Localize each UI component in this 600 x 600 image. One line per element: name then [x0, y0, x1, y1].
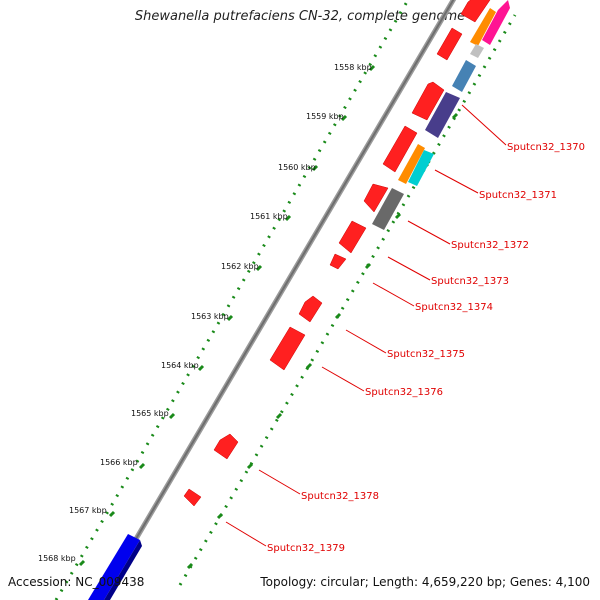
- cds-arrow: [269, 326, 306, 371]
- cds-arrow: [298, 295, 323, 323]
- topology-text: Topology: circular; Length: 4,659,220 bp…: [260, 575, 590, 589]
- cds-arrow: [436, 27, 463, 61]
- gene-label-1374: Sputcn32_1374: [415, 302, 493, 313]
- blue-feature: [88, 534, 140, 600]
- gene-label-1378: Sputcn32_1378: [301, 491, 379, 502]
- colored-features: [372, 0, 510, 230]
- backbone: [99, 0, 455, 600]
- kbp-label: 1561 kbp: [250, 212, 288, 221]
- kbp-label: 1566 kbp: [100, 458, 138, 467]
- kbp-label: 1565 kbp: [131, 409, 169, 418]
- gene-label-1379: Sputcn32_1379: [267, 543, 345, 554]
- gene-label-1375: Sputcn32_1375: [387, 349, 465, 360]
- map-title: Shewanella putrefaciens CN-32, complete …: [134, 9, 466, 24]
- outer-major-ticks: [78, 64, 376, 567]
- kbp-label: 1567 kbp: [69, 506, 107, 515]
- kbp-label: 1563 kbp: [191, 312, 229, 321]
- kbp-label: 1562 kbp: [221, 262, 259, 271]
- inner-tick-ring: [178, 14, 517, 586]
- blue-feature-shadow: [104, 540, 142, 600]
- cds-arrow: [382, 125, 418, 173]
- kbp-label: 1564 kbp: [161, 361, 199, 370]
- gene-label-1371: Sputcn32_1371: [479, 190, 557, 201]
- feature-bar: [470, 8, 496, 46]
- cds-arrow: [329, 253, 347, 270]
- cds-arrow: [338, 220, 367, 254]
- cds-arrow: [363, 183, 389, 213]
- cds-arrow: [411, 81, 445, 121]
- gene-label-1376: Sputcn32_1376: [365, 387, 443, 398]
- feature-bar: [470, 44, 484, 58]
- accession-text: Accession: NC_009438: [8, 575, 145, 589]
- backbone-shadow: [97, 0, 457, 600]
- feature-bar: [452, 60, 476, 92]
- kbp-label: 1568 kbp: [38, 554, 76, 563]
- cds-features: [183, 0, 491, 507]
- cds-arrow: [213, 433, 239, 460]
- feature-bar: [372, 188, 404, 230]
- feature-bar: [425, 92, 460, 138]
- gene-label-1373: Sputcn32_1373: [431, 276, 509, 287]
- kbp-label: 1560 kbp: [278, 163, 316, 172]
- feature-bar: [408, 150, 434, 186]
- kbp-label: 1559 kbp: [306, 112, 344, 121]
- gene-label-1370: Sputcn32_1370: [507, 142, 585, 153]
- gene-label-1372: Sputcn32_1372: [451, 240, 529, 251]
- leader-lines: [225, 104, 507, 547]
- cds-arrow: [460, 0, 491, 23]
- cds-arrow: [183, 488, 202, 507]
- feature-bar: [398, 144, 425, 184]
- feature-bar: [482, 0, 510, 45]
- kbp-label: 1558 kbp: [334, 63, 372, 72]
- outer-tick-ring: [54, 0, 410, 600]
